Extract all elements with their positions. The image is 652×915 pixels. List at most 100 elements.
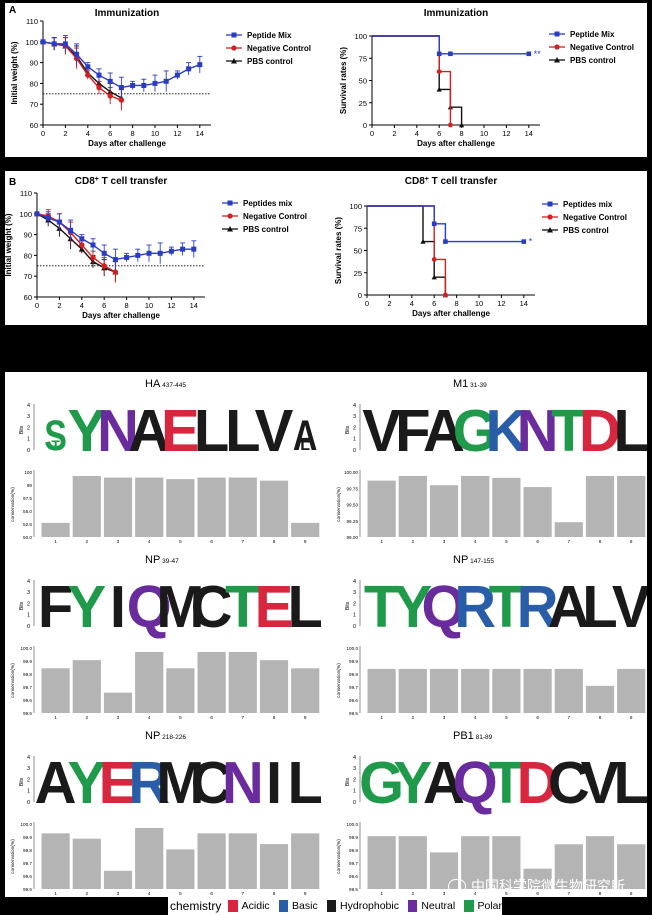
position-label: 1 <box>54 715 57 720</box>
data-point <box>174 72 180 78</box>
y-tick-label: 80 <box>30 79 38 88</box>
conservation-bar <box>135 652 164 713</box>
conservation-bar <box>461 668 490 713</box>
bits-tick: 1 <box>353 789 356 795</box>
data-point <box>526 51 532 57</box>
conservation-bar <box>429 668 459 713</box>
residue-N: N <box>97 398 139 464</box>
y-tick-label: 90 <box>30 59 38 68</box>
y-tick-label: 70 <box>30 100 38 109</box>
logo-range: 81-89 <box>473 734 493 741</box>
residue-I: I <box>110 574 126 640</box>
data-point <box>191 246 197 252</box>
position-label: 6 <box>210 891 213 896</box>
x-tick-label: 2 <box>63 129 67 138</box>
residue-L: L <box>287 750 321 816</box>
position-label: 1 <box>380 539 383 544</box>
data-point <box>74 51 80 57</box>
bits-tick: 3 <box>27 414 30 420</box>
legend-swatch-basic <box>278 900 289 912</box>
cons-tick: 99.25 <box>347 519 359 524</box>
x-tick-label: 14 <box>520 299 528 308</box>
x-tick-label: 4 <box>410 299 414 308</box>
legend-label: Peptide Mix <box>570 30 615 39</box>
conservation-bar <box>554 844 583 889</box>
residue-Q: Q <box>421 574 466 640</box>
significance-mark: * <box>529 237 533 247</box>
conservation-bar <box>523 868 552 889</box>
position-label: 8 <box>599 891 602 896</box>
panel-b: B CD8+ T cell transfer 60 70 80 90 100 110 0 2 4 6… <box>5 171 647 325</box>
residue-L: L <box>613 398 647 464</box>
bits-tick: 2 <box>353 425 356 431</box>
position-label: 5 <box>179 891 182 896</box>
residue-N: N <box>222 750 264 816</box>
cons-tick: 55.0 <box>23 509 32 514</box>
y-tick-label: 60 <box>24 293 32 302</box>
logo-range: 39-47 <box>160 558 179 565</box>
legend-label: PBS control <box>570 56 616 65</box>
x-tick-label: 4 <box>80 301 84 310</box>
y-tick-label: 75 <box>354 224 362 233</box>
y-tick-label: 0 <box>363 121 367 130</box>
conservation-bar <box>103 477 133 537</box>
position-label: 6 <box>536 539 539 544</box>
position-label: 4 <box>474 539 477 544</box>
conservation-bar <box>72 660 101 713</box>
cons-tick: 99.7 <box>23 685 32 690</box>
cons-tick: 100.00 <box>344 470 358 475</box>
position-label: 8 <box>273 891 276 896</box>
position-label: 6 <box>210 539 213 544</box>
legend-marker <box>227 226 233 232</box>
x-tick-label: 12 <box>502 129 510 138</box>
logo-range: 147-155 <box>468 558 494 565</box>
data-point <box>157 250 163 256</box>
bits-tick: 4 <box>353 403 356 409</box>
legend-marker <box>554 44 560 50</box>
bits-tick: 1 <box>353 437 356 443</box>
residue-C: C <box>548 750 590 816</box>
conservation-bar <box>617 668 646 713</box>
data-point <box>79 236 85 242</box>
position-label: 8 <box>599 539 602 544</box>
logo-pb1-81-89: PB1 81-89 4 3 2 1 0 Bits G Y A Q T D C V L 100.0 99.9 99.8… <box>331 724 647 896</box>
data-point <box>107 93 113 99</box>
logo-range: 31-39 <box>468 382 487 389</box>
data-point <box>62 41 68 47</box>
conservation-bar <box>523 487 552 537</box>
data-point <box>34 211 40 217</box>
data-point <box>130 82 136 88</box>
significance-mark: ** <box>534 49 542 59</box>
legend-marker <box>547 227 553 233</box>
cons-tick: 99.9 <box>23 835 32 840</box>
bits-label: Bits <box>19 601 25 610</box>
position-label: 2 <box>86 539 89 544</box>
x-tick-label: 0 <box>41 129 45 138</box>
logo-protein: NP <box>145 730 161 742</box>
position-label: 8 <box>599 715 602 720</box>
bits-label: Bits <box>345 425 351 434</box>
bits-tick: 4 <box>27 579 30 585</box>
logo-title: NP 218-226 <box>145 730 186 742</box>
conservation-bar <box>585 685 615 713</box>
logo-m1-31-39: M1 31-39 4 3 2 1 0 Bits V F A G K N T D L 100.00 99.75 99.… <box>331 372 647 544</box>
position-label: 1 <box>54 891 57 896</box>
residue-L: L <box>225 398 260 464</box>
legend-label-polar: Polar <box>477 900 503 912</box>
y-axis-label: Initial weight (%) <box>10 41 19 104</box>
watermark: 中国科学院微生物研究所 <box>448 876 625 896</box>
bits-tick: 4 <box>27 755 30 761</box>
cons-tick: 99.5 <box>23 887 32 892</box>
position-label: 3 <box>117 715 120 720</box>
residue-C: C <box>191 750 233 816</box>
data-point <box>85 72 91 78</box>
position-label: 3 <box>117 539 120 544</box>
position-label: 9 <box>304 891 307 896</box>
chemistry-legend: chemistry Acidic Basic Hydrophobic Neutr… <box>168 897 502 915</box>
y-tick-label: 90 <box>24 231 32 240</box>
y-tick-label: 100 <box>349 202 362 211</box>
y-tick-label: 50 <box>354 247 362 256</box>
cons-tick: 99.6 <box>349 874 358 879</box>
residue-T: T <box>51 437 60 453</box>
cons-tick: 99.7 <box>349 685 358 690</box>
